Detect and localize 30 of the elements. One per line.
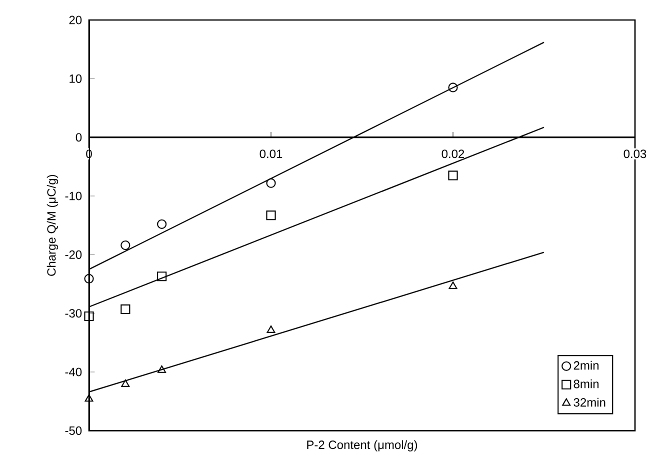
y-tick-label: -40 <box>65 368 82 376</box>
y-axis-title: Charge Q/M (μC/g) <box>46 174 58 276</box>
point <box>84 311 94 322</box>
point <box>266 210 276 220</box>
point <box>84 274 94 284</box>
point <box>158 365 166 373</box>
x-tick-label: 0.02 <box>442 150 464 158</box>
legend-label: 2min <box>574 360 599 370</box>
legend-label: 32min <box>574 398 606 407</box>
point <box>448 82 458 92</box>
x-tick-label: 0.03 <box>624 150 646 158</box>
point <box>120 304 130 314</box>
y-tick-label: -50 <box>65 426 82 435</box>
legend-label: 8min <box>574 379 599 388</box>
point <box>157 219 167 229</box>
point <box>266 178 276 188</box>
point <box>121 380 130 387</box>
y-tick-label: 20 <box>69 16 82 24</box>
point <box>266 326 276 334</box>
point <box>448 170 458 180</box>
point <box>157 272 167 282</box>
x-axis-title: P-2 Content (μmol/g) <box>307 440 418 452</box>
point <box>448 282 458 290</box>
point <box>120 240 130 250</box>
y-tick-label: -30 <box>65 309 82 318</box>
y-tick-label: 0 <box>76 133 82 142</box>
y-tick-label: -10 <box>65 192 82 200</box>
x-tick-label: 0.01 <box>260 150 282 158</box>
y-tick-label: -20 <box>65 250 82 259</box>
y-tick-label: 10 <box>70 74 82 83</box>
